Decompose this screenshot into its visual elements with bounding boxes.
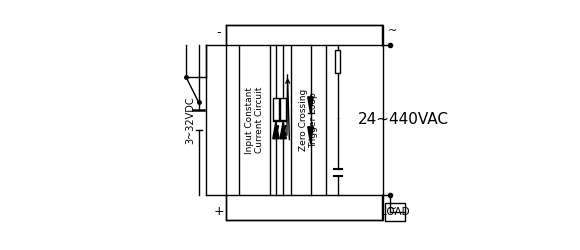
- Text: 24~440VAC: 24~440VAC: [358, 112, 450, 128]
- Text: -: -: [216, 26, 221, 39]
- Bar: [280, 98, 286, 120]
- Text: ~: ~: [389, 26, 398, 36]
- Bar: [291, 45, 326, 195]
- Bar: [385, 202, 405, 221]
- Text: Zero Crossing
Trigger Loop: Zero Crossing Trigger Loop: [299, 89, 318, 151]
- Bar: [239, 45, 270, 195]
- Text: +: +: [213, 205, 224, 218]
- Text: ~: ~: [389, 204, 398, 214]
- Text: 3~32VDC: 3~32VDC: [185, 96, 195, 144]
- Text: LOAD: LOAD: [380, 207, 409, 217]
- Polygon shape: [308, 127, 313, 143]
- Text: Input Constant
Current Circuit: Input Constant Current Circuit: [245, 86, 264, 154]
- Bar: [226, 25, 382, 220]
- Polygon shape: [273, 121, 279, 139]
- Polygon shape: [280, 121, 287, 139]
- Bar: [335, 50, 340, 72]
- Bar: [273, 98, 279, 120]
- Polygon shape: [308, 97, 313, 113]
